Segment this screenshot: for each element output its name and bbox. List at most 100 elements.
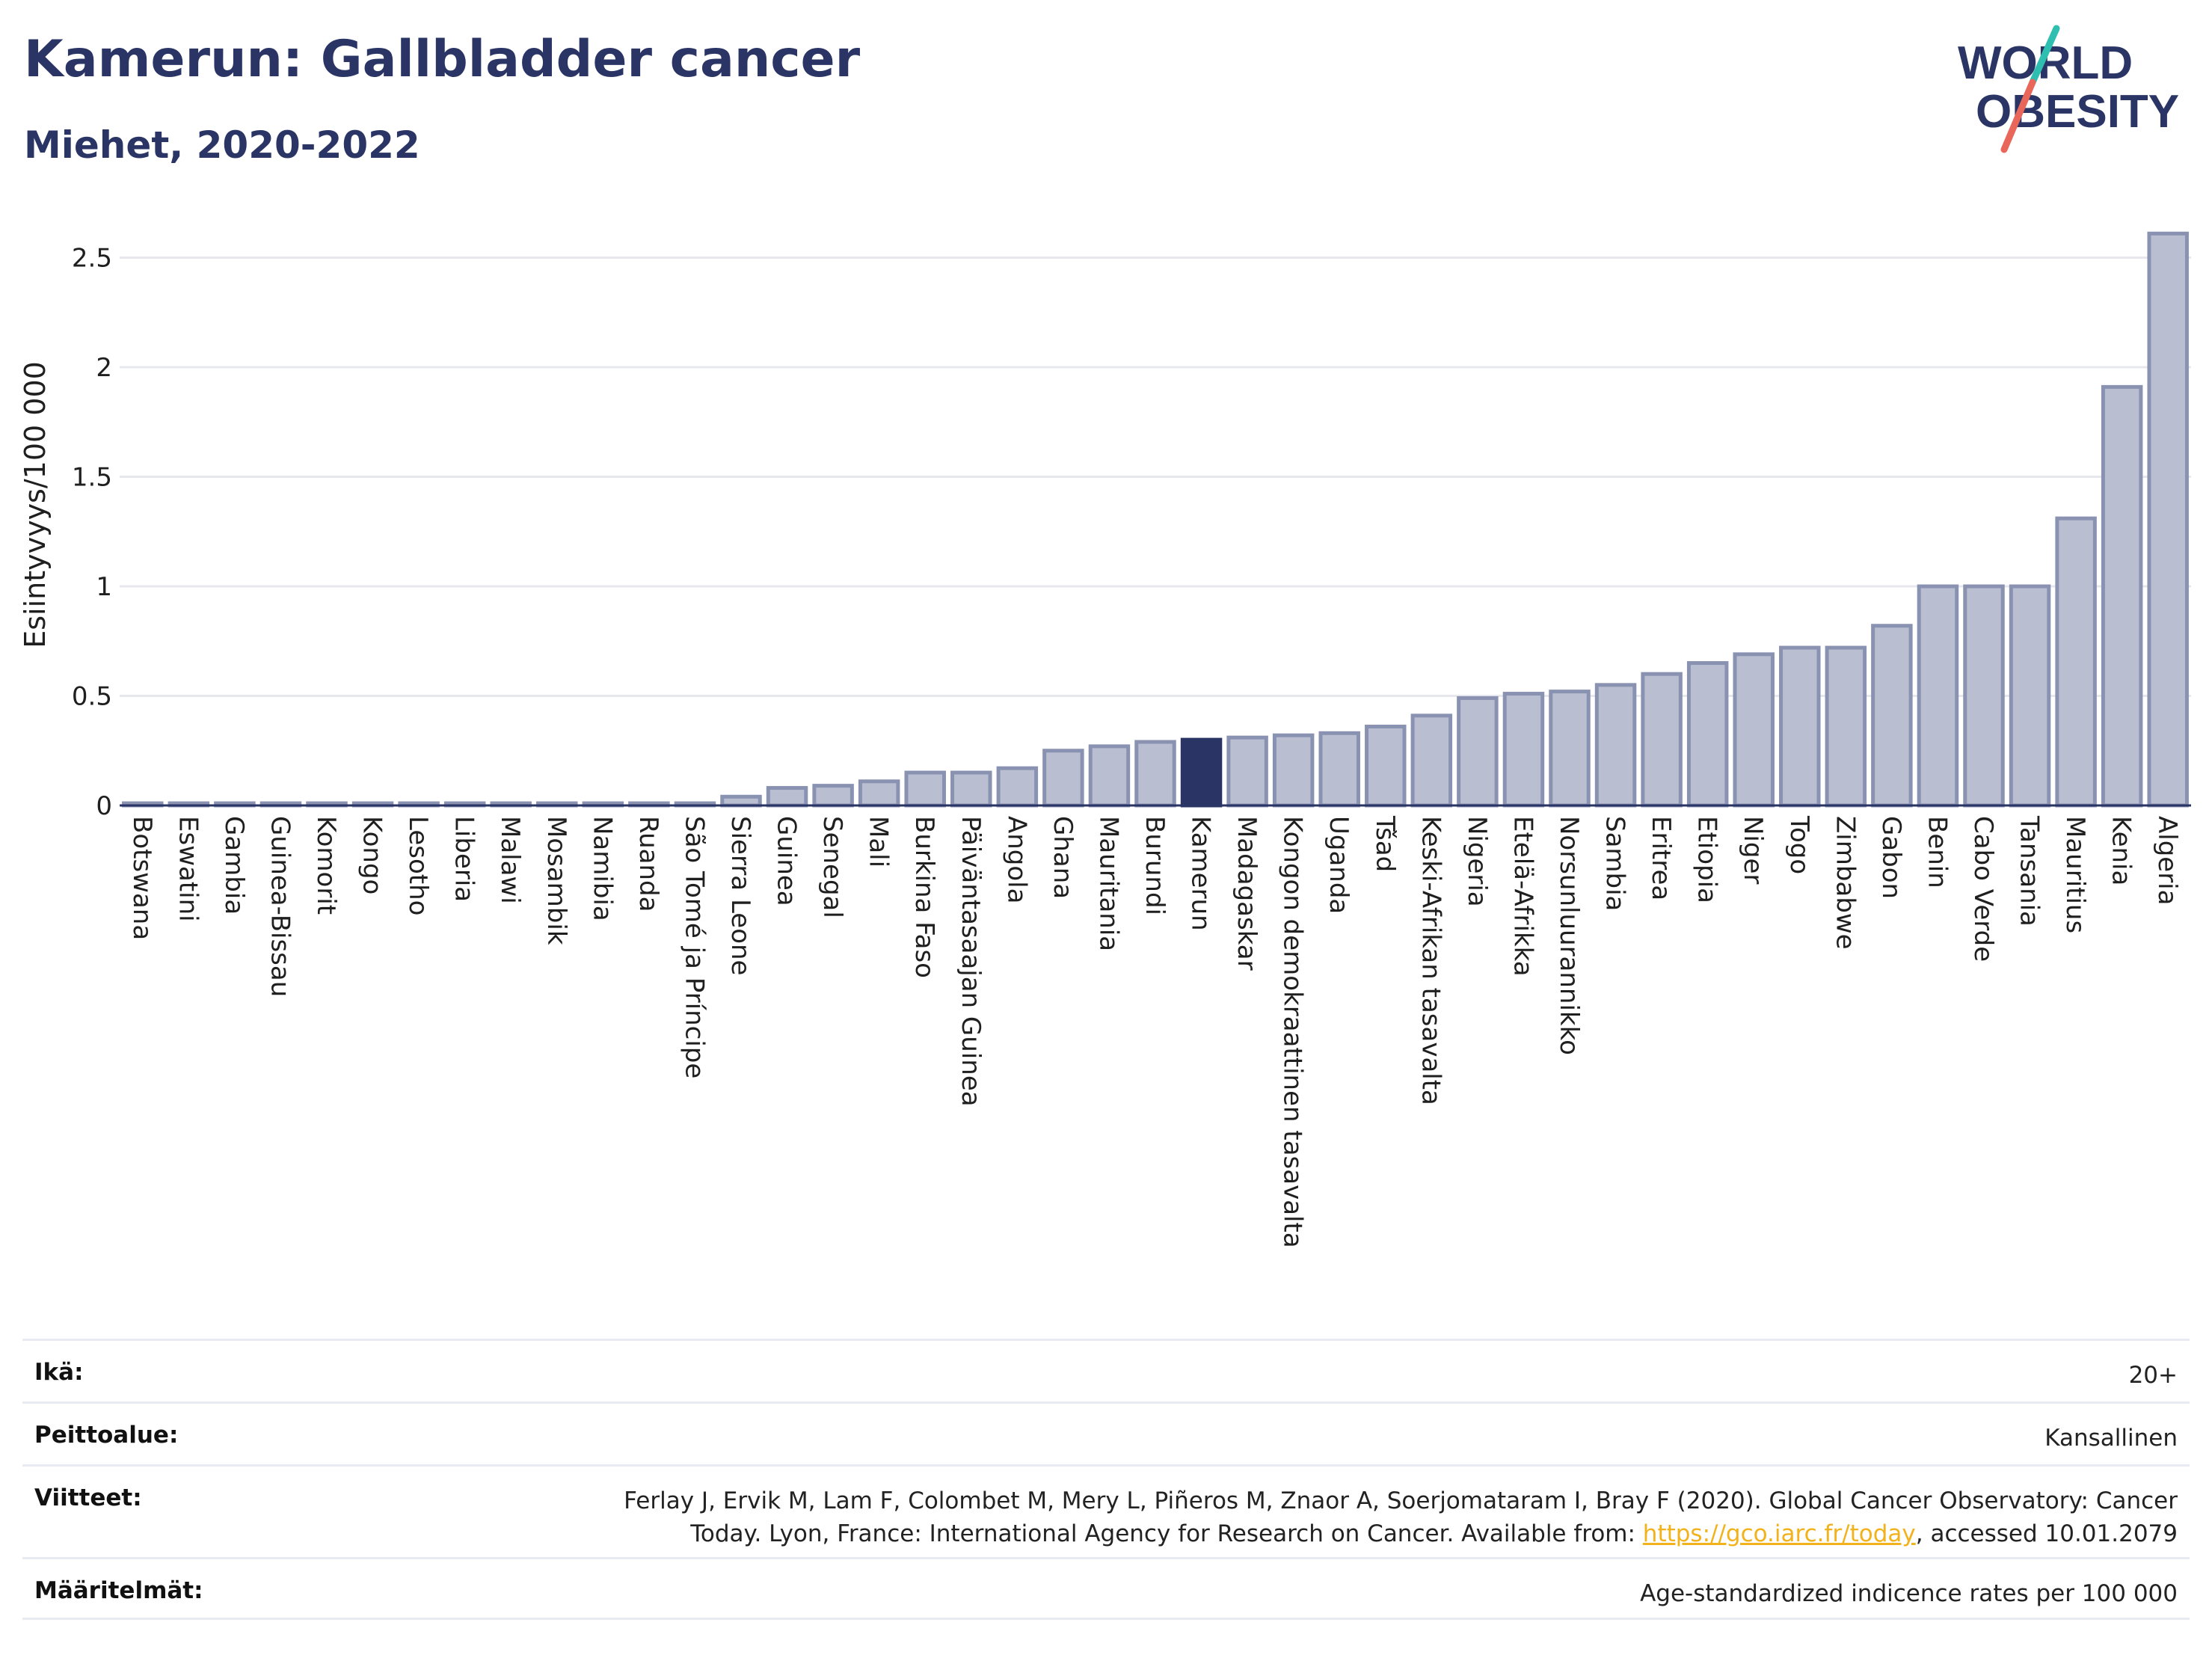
y-axis-ticks: 0 0.5 1 1.5 2 2.5: [72, 244, 112, 822]
bar-sambia: [1594, 683, 1637, 808]
x-tick-label: Burkina Faso: [909, 816, 939, 978]
footer-label-definitions: Määritelmät:: [34, 1577, 203, 1604]
bar-norsunluurannikko: [1549, 690, 1591, 808]
bar-niger: [1733, 652, 1775, 808]
y-tick-label: 1.5: [72, 463, 112, 493]
reference-line-2-post: , accessed 10.01.2079: [1915, 1520, 2178, 1547]
bar-cabo-verde: [1963, 584, 2005, 808]
bar-algeria: [2147, 231, 2189, 808]
x-tick-label: Lesotho: [403, 816, 433, 915]
x-tick-label: Etiopia: [1692, 816, 1722, 903]
x-tick-label: Niger: [1738, 816, 1768, 884]
footer-label-coverage: Peittoalue:: [34, 1422, 179, 1449]
reference-link[interactable]: https://gco.iarc.fr/today: [1642, 1520, 1916, 1547]
x-tick-label: Eritrea: [1646, 816, 1676, 900]
x-tick-label: Ghana: [1048, 816, 1078, 899]
bar-nigeria: [1457, 696, 1499, 808]
bar-burundi: [1134, 740, 1176, 808]
logo-slash-teal: [2029, 25, 2060, 86]
chart-footer: Ikä: 20+ Peittoalue: Kansallinen Viittee…: [22, 1339, 2190, 1620]
x-tick-label: Namibia: [587, 816, 617, 921]
x-tick-label: Madagaskar: [1232, 816, 1262, 971]
footer-row-coverage: Peittoalue: Kansallinen: [22, 1401, 2190, 1464]
bar-burkina-faso: [904, 770, 946, 808]
bar-sierra-leone: [720, 794, 762, 808]
x-tick-label: Päiväntasaajan Guinea: [956, 816, 986, 1107]
x-tick-label: Kenia: [2107, 816, 2136, 885]
x-tick-label: Uganda: [1324, 816, 1354, 914]
x-tick-label: Zimbabwe: [1830, 816, 1860, 950]
x-tick-label: Mali: [864, 816, 894, 868]
x-tick-label: Togo: [1784, 815, 1814, 874]
bar-tansania: [2009, 584, 2051, 808]
bar-angola: [996, 766, 1039, 808]
footer-value-references: Ferlay J, Ervik M, Lam F, Colombet M, Me…: [624, 1484, 2178, 1550]
x-tick-label: Eswatini: [173, 816, 203, 922]
world-obesity-logo: WORLD OBESITY: [1958, 25, 2179, 153]
footer-label-references: Viitteet:: [34, 1484, 142, 1511]
x-tick-label: São Tomé ja Príncipe: [679, 816, 709, 1078]
x-axis-labels: Botswana Eswatini Gambia Guinea-Bissau Komor…: [127, 815, 2182, 1248]
x-tick-label: Guinea: [772, 816, 802, 906]
bar-benin: [1917, 584, 1959, 808]
x-tick-label: Mosambik: [541, 816, 571, 945]
bar-ghana: [1042, 749, 1084, 808]
y-tick-label: 1: [96, 572, 112, 602]
x-tick-label: Kamerun: [1186, 816, 1216, 931]
bar-keski-afrikan-tasavalta: [1410, 713, 1453, 808]
bar-mauritania: [1088, 744, 1131, 808]
x-tick-label: Angola: [1001, 816, 1031, 903]
footer-value-age: 20+: [2128, 1362, 2178, 1389]
chart-title: Kamerun: Gallbladder cancer: [24, 30, 861, 89]
x-tick-label: Mauritius: [2060, 816, 2090, 933]
bar-mauritius: [2055, 516, 2097, 808]
x-tick-label: Benin: [1922, 816, 1952, 888]
footer-value-definitions: Age-standardized indicence rates per 100…: [1640, 1580, 2178, 1607]
footer-row-definitions: Määritelmät: Age-standardized indicence …: [22, 1557, 2190, 1620]
x-tick-label: Gabon: [1876, 816, 1906, 899]
x-tick-label: Tansania: [2015, 815, 2044, 927]
logo-slash-red: [2000, 79, 2036, 153]
x-tick-label: Keski-Afrikan tasavalta: [1416, 816, 1446, 1105]
y-tick-label: 0: [96, 791, 112, 821]
bar-togo: [1779, 645, 1821, 808]
bar-p-iv-ntasaajan-guinea: [950, 770, 992, 808]
x-tick-label: Kongo: [357, 816, 387, 894]
x-tick-label: Nigeria: [1462, 816, 1492, 907]
footer-value-coverage: Kansallinen: [2044, 1425, 2178, 1452]
x-tick-label: Mauritania: [1093, 816, 1123, 951]
footer-row-age: Ikä: 20+: [22, 1339, 2190, 1401]
bar-kamerun: [1180, 737, 1223, 808]
bar-t-ad: [1365, 725, 1407, 808]
bar-madagaskar: [1226, 735, 1268, 808]
footer-row-references: Viitteet: Ferlay J, Ervik M, Lam F, Colo…: [22, 1464, 2190, 1557]
x-tick-label: Komorit: [311, 816, 341, 915]
x-tick-label: Burundi: [1140, 816, 1170, 915]
footer-label-age: Ikä:: [34, 1359, 84, 1386]
x-tick-label: Kongon demokraattinen tasavalta: [1278, 816, 1308, 1248]
y-tick-label: 0.5: [72, 682, 112, 712]
chart-subtitle: Miehet, 2020-2022: [24, 123, 420, 167]
x-tick-label: Sambia: [1600, 816, 1630, 911]
bar-chart: 0 0.5 1 1.5 2 2.5 Botswana Eswatini Gambia Guine…: [19, 231, 2191, 1248]
bar-senegal: [812, 784, 854, 808]
x-tick-label: Guinea-Bissau: [265, 816, 295, 997]
x-tick-label: Cabo Verde: [1968, 816, 1998, 962]
bar-mali: [858, 779, 900, 808]
y-axis-label: Esiintyvyys/100 000: [19, 361, 52, 648]
reference-line-1: Ferlay J, Ervik M, Lam F, Colombet M, Me…: [624, 1487, 2178, 1514]
bars: [122, 231, 2189, 808]
x-tick-label: Etelä-Afrikka: [1508, 816, 1537, 977]
bar-guinea: [766, 786, 808, 808]
y-tick-label: 2: [96, 353, 112, 383]
reference-line-2-pre: Today. Lyon, France: International Agenc…: [690, 1520, 1643, 1547]
bar-etel-afrikka: [1502, 692, 1545, 808]
x-tick-label: Senegal: [817, 816, 847, 918]
bar-zimbabwe: [1825, 645, 1867, 808]
bar-eritrea: [1641, 672, 1683, 808]
bar-etiopia: [1686, 661, 1729, 808]
x-tick-label: Gambia: [219, 816, 249, 915]
bar-gabon: [1871, 624, 1913, 808]
x-tick-label: Tšad: [1370, 815, 1400, 872]
x-tick-label: Botswana: [127, 816, 157, 940]
